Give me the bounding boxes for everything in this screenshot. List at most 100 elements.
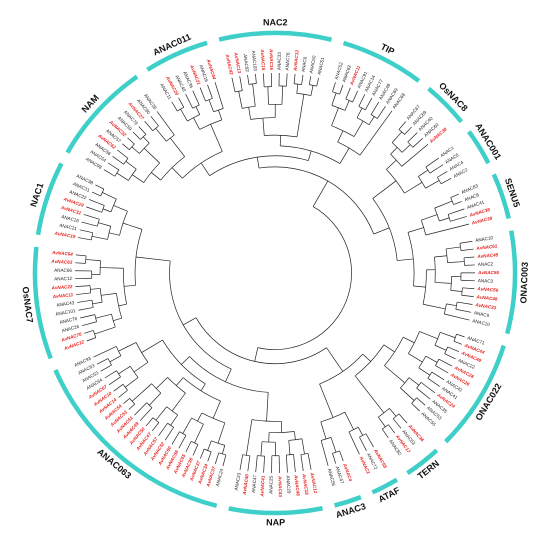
tree-branch: [319, 383, 334, 418]
tree-branch: [116, 172, 129, 181]
tree-branch: [103, 169, 116, 177]
tree-branch-arc: [123, 158, 129, 165]
tree-branch: [182, 317, 197, 326]
tree-branch: [404, 181, 423, 194]
tree-branch: [398, 121, 406, 130]
tree-branch: [354, 375, 385, 414]
tree-branch: [425, 223, 470, 236]
clade-arc: [53, 369, 218, 508]
clade-arc: [334, 494, 362, 508]
tree-branch: [382, 428, 389, 438]
tree-branch: [77, 299, 93, 303]
tree-branch: [397, 258, 414, 261]
tree-branch: [122, 143, 130, 150]
tree-branch: [404, 126, 412, 135]
tree-branch: [145, 417, 154, 427]
tree-branch: [212, 400, 221, 419]
tree-branch: [438, 358, 453, 367]
tip-label: AvNAC15: [260, 48, 266, 71]
tip-label: ANAC29: [285, 475, 291, 494]
tree-branch-arc: [129, 366, 139, 378]
tree-branch: [90, 288, 101, 290]
tree-branch: [401, 144, 411, 153]
tip-label: AvNAC33: [474, 302, 497, 310]
tree-branch: [95, 313, 112, 319]
tree-branch: [416, 387, 431, 400]
tip-label: ANAC78: [285, 52, 291, 71]
tree-branch: [194, 424, 204, 444]
tree-branch: [98, 222, 111, 227]
tree-branch: [337, 130, 344, 143]
tree-branch: [88, 199, 105, 206]
tip-label: ANAC83: [460, 183, 479, 195]
tree-branch: [312, 180, 329, 207]
tree-branch-arc: [450, 197, 454, 205]
tip-label: AvNAC42: [224, 53, 234, 76]
tree-branch-arc: [111, 314, 116, 328]
tree-branch-arc: [407, 232, 415, 287]
tree-branch: [200, 448, 205, 459]
tree-branch: [122, 222, 143, 230]
tree-branch: [316, 77, 319, 87]
tree-branch: [170, 414, 178, 426]
tree-branch: [81, 221, 98, 227]
tree-branch: [78, 307, 94, 311]
tree-branch: [332, 82, 336, 92]
tree-branch: [225, 368, 232, 382]
tree-branch: [450, 193, 459, 198]
tree-branch: [401, 143, 429, 167]
tree-branch: [408, 353, 423, 363]
tree-branch: [76, 292, 91, 295]
tip-label: ANAC12: [54, 276, 72, 282]
tree-branch: [425, 180, 440, 189]
tip-label: ANAC10: [475, 235, 494, 243]
tree-branch: [450, 216, 467, 222]
tree-branch: [80, 314, 95, 319]
tree-branch: [113, 205, 128, 212]
tree-branch: [260, 441, 263, 456]
tree-branch-arc: [146, 402, 153, 408]
tip-label: AvNAC64: [51, 250, 74, 257]
tree-branch: [440, 332, 456, 339]
tree-branch: [439, 217, 450, 222]
tree-branch-arc: [205, 98, 213, 102]
tip-label: AvNAC63: [50, 259, 73, 265]
tree-branch-arc: [134, 229, 143, 286]
tree-branch: [461, 294, 474, 297]
tree-branch: [118, 389, 128, 398]
tree-branch: [171, 392, 186, 412]
tree-branch: [248, 107, 251, 120]
tip-label: AvNAC48: [475, 294, 498, 302]
tree-branch: [207, 84, 213, 99]
tree-branch: [384, 365, 406, 384]
clade-label: NAC2: [263, 17, 288, 27]
tree-branch: [326, 347, 344, 372]
tree-branch-arc: [257, 206, 352, 350]
tree-branch: [418, 367, 431, 376]
tree-branch-arc: [286, 454, 294, 456]
tree-branch: [175, 377, 184, 386]
tree-branch: [193, 117, 200, 130]
tip-label: ANAC24: [215, 468, 225, 487]
tree-branch: [403, 336, 415, 344]
tree-branch: [446, 303, 457, 307]
tree-branch: [267, 86, 269, 105]
tree-branch: [178, 97, 185, 108]
tip-label: AvNAC4: [342, 462, 353, 482]
tree-branch: [158, 422, 168, 436]
tip-label: ANAC10: [472, 318, 491, 327]
tree-branch: [123, 398, 130, 404]
tip-label: ANAC43: [56, 300, 75, 308]
tree-branch-arc: [250, 117, 276, 120]
tree-branch: [245, 419, 253, 456]
tree-branch: [462, 287, 475, 290]
tree-branch: [296, 94, 305, 137]
tree-branch: [200, 162, 210, 176]
tip-label: AvNAC45: [476, 252, 499, 259]
tree-branch-arc: [331, 105, 346, 111]
tree-branch: [84, 330, 94, 334]
tree-branch: [377, 106, 386, 119]
tip-label: ANAC71: [467, 335, 486, 346]
tree-branch: [464, 256, 475, 259]
